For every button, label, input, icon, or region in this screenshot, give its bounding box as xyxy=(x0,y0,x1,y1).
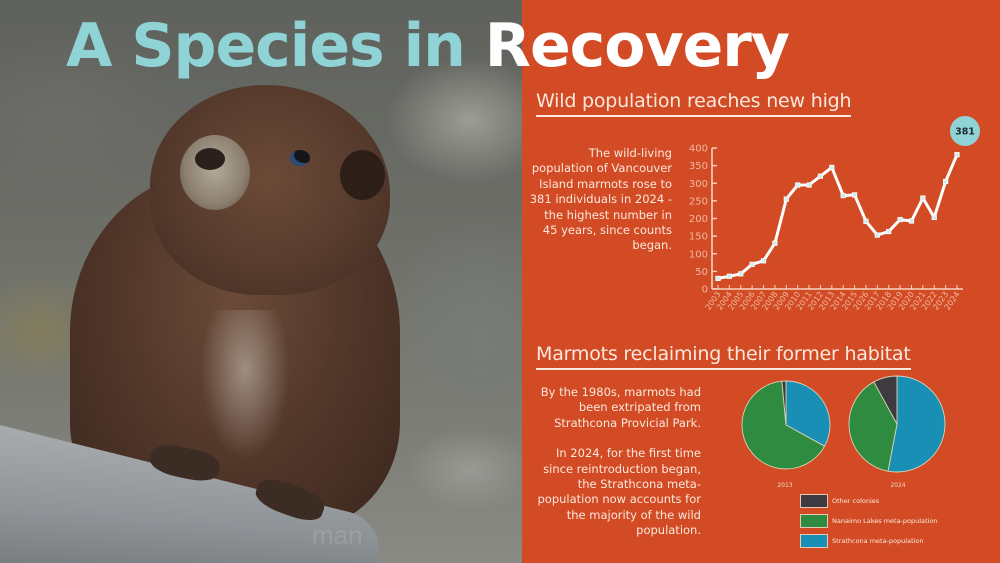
data-markers xyxy=(715,152,960,282)
habitat-description: By the 1980s, marmots had been extripate… xyxy=(535,385,701,539)
legend-label-strathcona: Strathcona meta-population xyxy=(832,537,924,545)
watermark: man xyxy=(312,520,363,550)
x-axis: 2003200420052006200720082009201020112012… xyxy=(704,285,963,312)
marmot-photo: man xyxy=(0,0,522,563)
title-part-1: A Species in xyxy=(66,11,485,81)
title-part-2: Recovery xyxy=(484,11,790,81)
pie-chart-2013 xyxy=(741,380,831,470)
infographic-panel xyxy=(522,0,1000,563)
svg-text:200: 200 xyxy=(689,214,708,225)
svg-text:250: 250 xyxy=(689,196,708,207)
legend-item-other: Other colonies xyxy=(800,491,938,511)
svg-text:350: 350 xyxy=(689,161,708,172)
peak-badge: 381 xyxy=(950,116,980,146)
population-line-chart: 0 50 100 150 200 250 300 350 400 200320042005200… xyxy=(689,116,980,312)
page-title: A Species in Recovery xyxy=(66,6,790,86)
pie-label-2013: 2013 xyxy=(777,482,792,489)
population-line xyxy=(717,154,959,280)
legend-item-strathcona: Strathcona meta-population xyxy=(800,531,938,551)
svg-text:0: 0 xyxy=(702,285,708,296)
marmot-ear xyxy=(340,150,385,200)
pie-label-2024: 2024 xyxy=(890,482,905,489)
population-description: The wild-living population of Vancouver … xyxy=(529,146,672,253)
legend-label-other: Other colonies xyxy=(832,497,880,505)
svg-text:100: 100 xyxy=(689,249,708,260)
marmot-snout xyxy=(180,135,250,210)
y-axis: 0 50 100 150 200 250 300 350 400 xyxy=(689,144,717,296)
svg-text:50: 50 xyxy=(695,267,708,278)
habitat-pie-charts: 2013 2024 xyxy=(741,375,946,489)
svg-text:400: 400 xyxy=(689,144,708,155)
pie-chart-2024 xyxy=(848,375,946,473)
marmot-chest xyxy=(200,310,290,460)
section-heading-population: Wild population reaches new high xyxy=(536,90,852,117)
section-heading-habitat: Marmots reclaiming their former habitat xyxy=(536,343,911,370)
svg-text:381: 381 xyxy=(955,127,975,138)
pie-legend: Other colonies Nanaimo Lakes meta-popula… xyxy=(800,491,938,551)
legend-swatch-strathcona xyxy=(800,534,828,548)
marmot-nose xyxy=(195,148,225,170)
legend-swatch-other xyxy=(800,494,828,508)
svg-text:150: 150 xyxy=(689,232,708,243)
legend-item-nanaimo: Nanaimo Lakes meta-population xyxy=(800,511,938,531)
habitat-paragraph-2: In 2024, for the first time since reintr… xyxy=(537,446,701,538)
legend-label-nanaimo: Nanaimo Lakes meta-population xyxy=(832,517,938,525)
legend-swatch-nanaimo xyxy=(800,514,828,528)
habitat-paragraph-1: By the 1980s, marmots had been extripate… xyxy=(540,385,701,430)
marmot-eye xyxy=(290,150,310,166)
svg-text:300: 300 xyxy=(689,179,708,190)
